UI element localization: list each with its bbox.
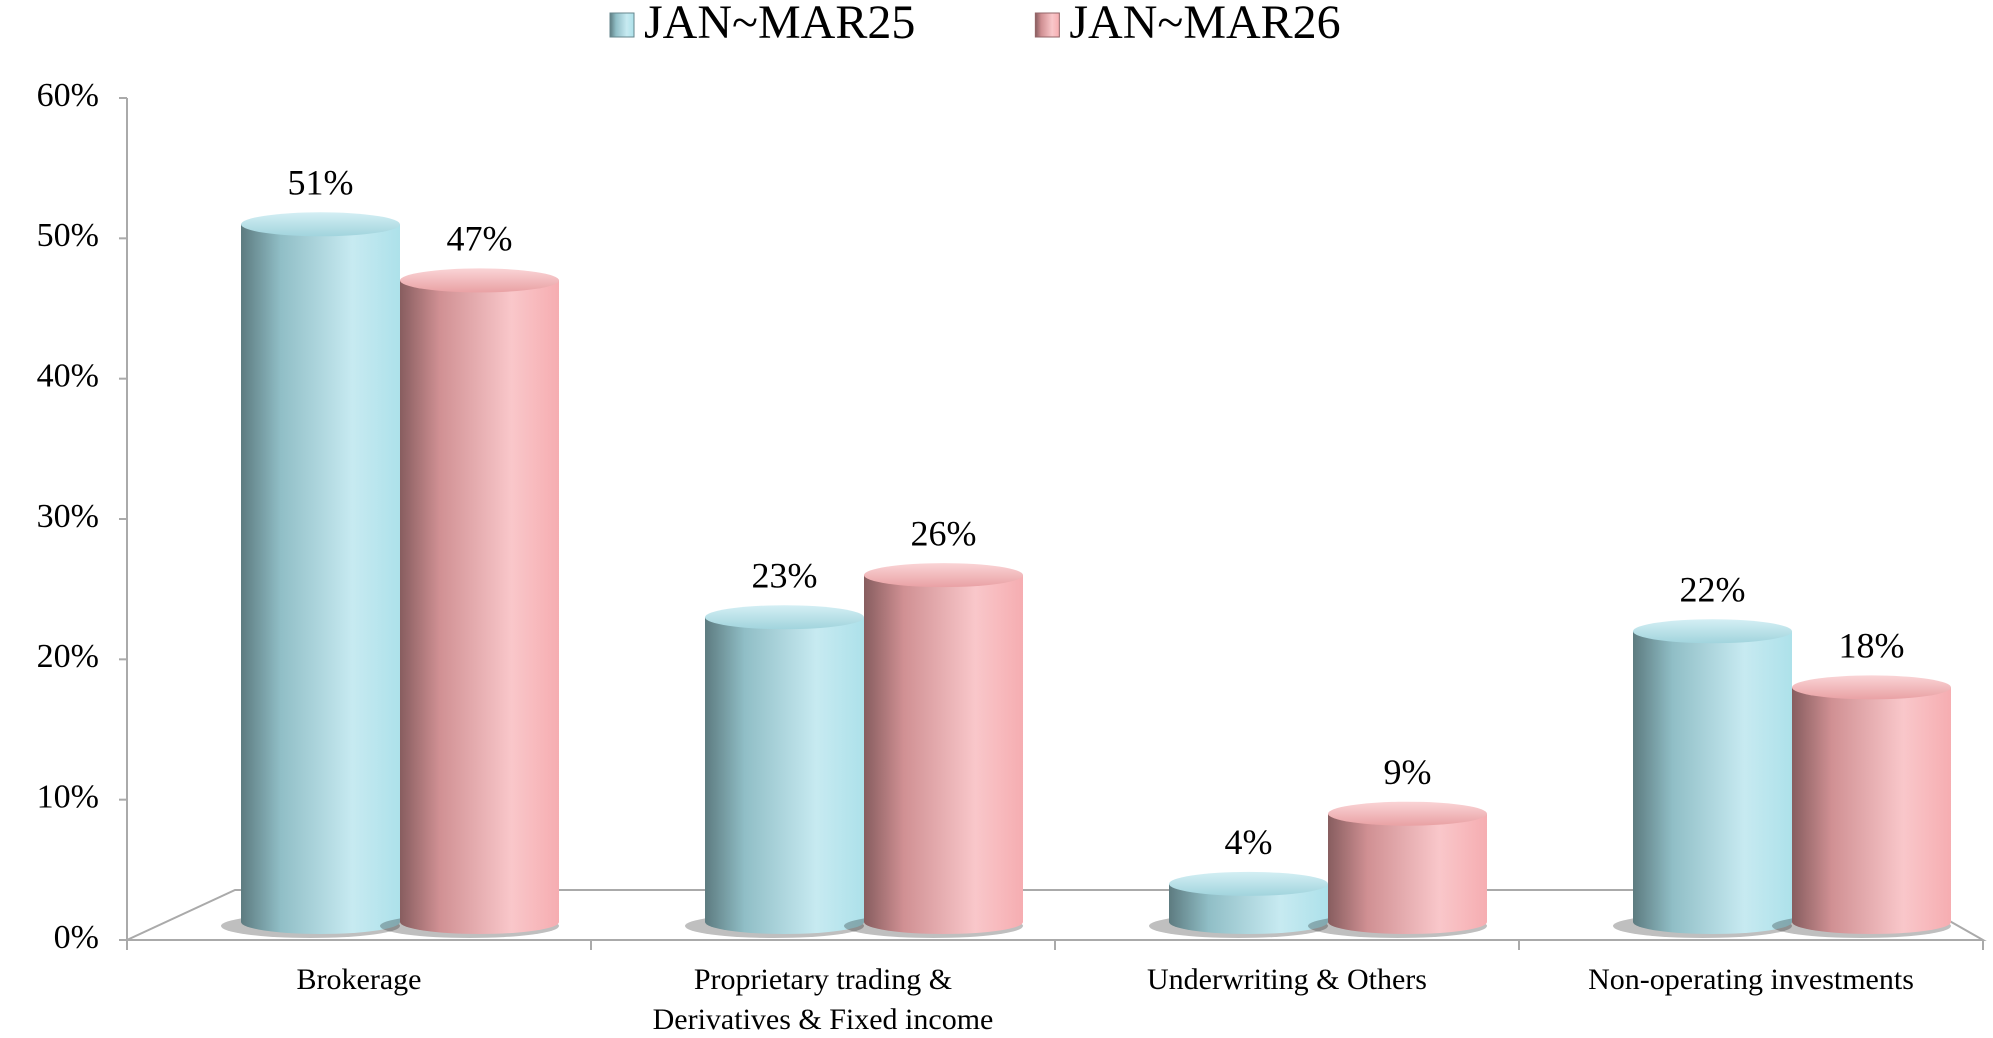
y-tick-label: 0% <box>54 919 99 956</box>
x-tick-label: Proprietary trading & Derivatives & Fixe… <box>652 963 994 1036</box>
y-tick-label: 20% <box>37 638 99 675</box>
bar <box>1169 883 1328 934</box>
bar <box>1633 631 1792 934</box>
bar-top <box>1328 801 1487 826</box>
value-label: 51% <box>288 163 354 203</box>
x-tick-label: Brokerage <box>296 963 422 996</box>
bar <box>241 224 400 935</box>
legend-swatch <box>609 12 635 38</box>
bar <box>1328 813 1487 934</box>
value-label: 4% <box>1225 822 1273 862</box>
value-label: 23% <box>752 555 818 595</box>
x-tick-label: Underwriting & Others <box>1147 963 1427 996</box>
y-tick-label: 10% <box>37 778 99 815</box>
bar-top <box>1169 871 1328 896</box>
value-label: 18% <box>1839 626 1905 666</box>
bar-top <box>400 268 559 293</box>
x-tick-label: Non-operating investments <box>1588 963 1914 996</box>
value-label: 9% <box>1384 752 1432 792</box>
bar-top <box>705 605 864 630</box>
value-label: 26% <box>911 513 977 553</box>
legend: JAN~MAR25 JAN~MAR26 <box>609 0 1341 49</box>
bar <box>705 617 864 934</box>
bar-top <box>1792 675 1951 700</box>
legend-label: JAN~MAR25 <box>644 0 915 49</box>
bar-top <box>1633 619 1792 644</box>
bar <box>863 575 1023 934</box>
legend-label: JAN~MAR26 <box>1069 0 1340 49</box>
y-tick-label: 30% <box>37 498 99 535</box>
y-tick-label: 50% <box>37 217 99 254</box>
value-label: 47% <box>447 219 513 259</box>
bar <box>1792 687 1951 934</box>
bar-top <box>864 563 1023 588</box>
bar <box>400 280 559 934</box>
y-tick-label: 60% <box>37 77 99 114</box>
y-tick-label: 40% <box>37 357 99 394</box>
bar-top <box>241 212 400 237</box>
value-label: 22% <box>1680 570 1746 610</box>
legend-swatch <box>1034 12 1060 38</box>
